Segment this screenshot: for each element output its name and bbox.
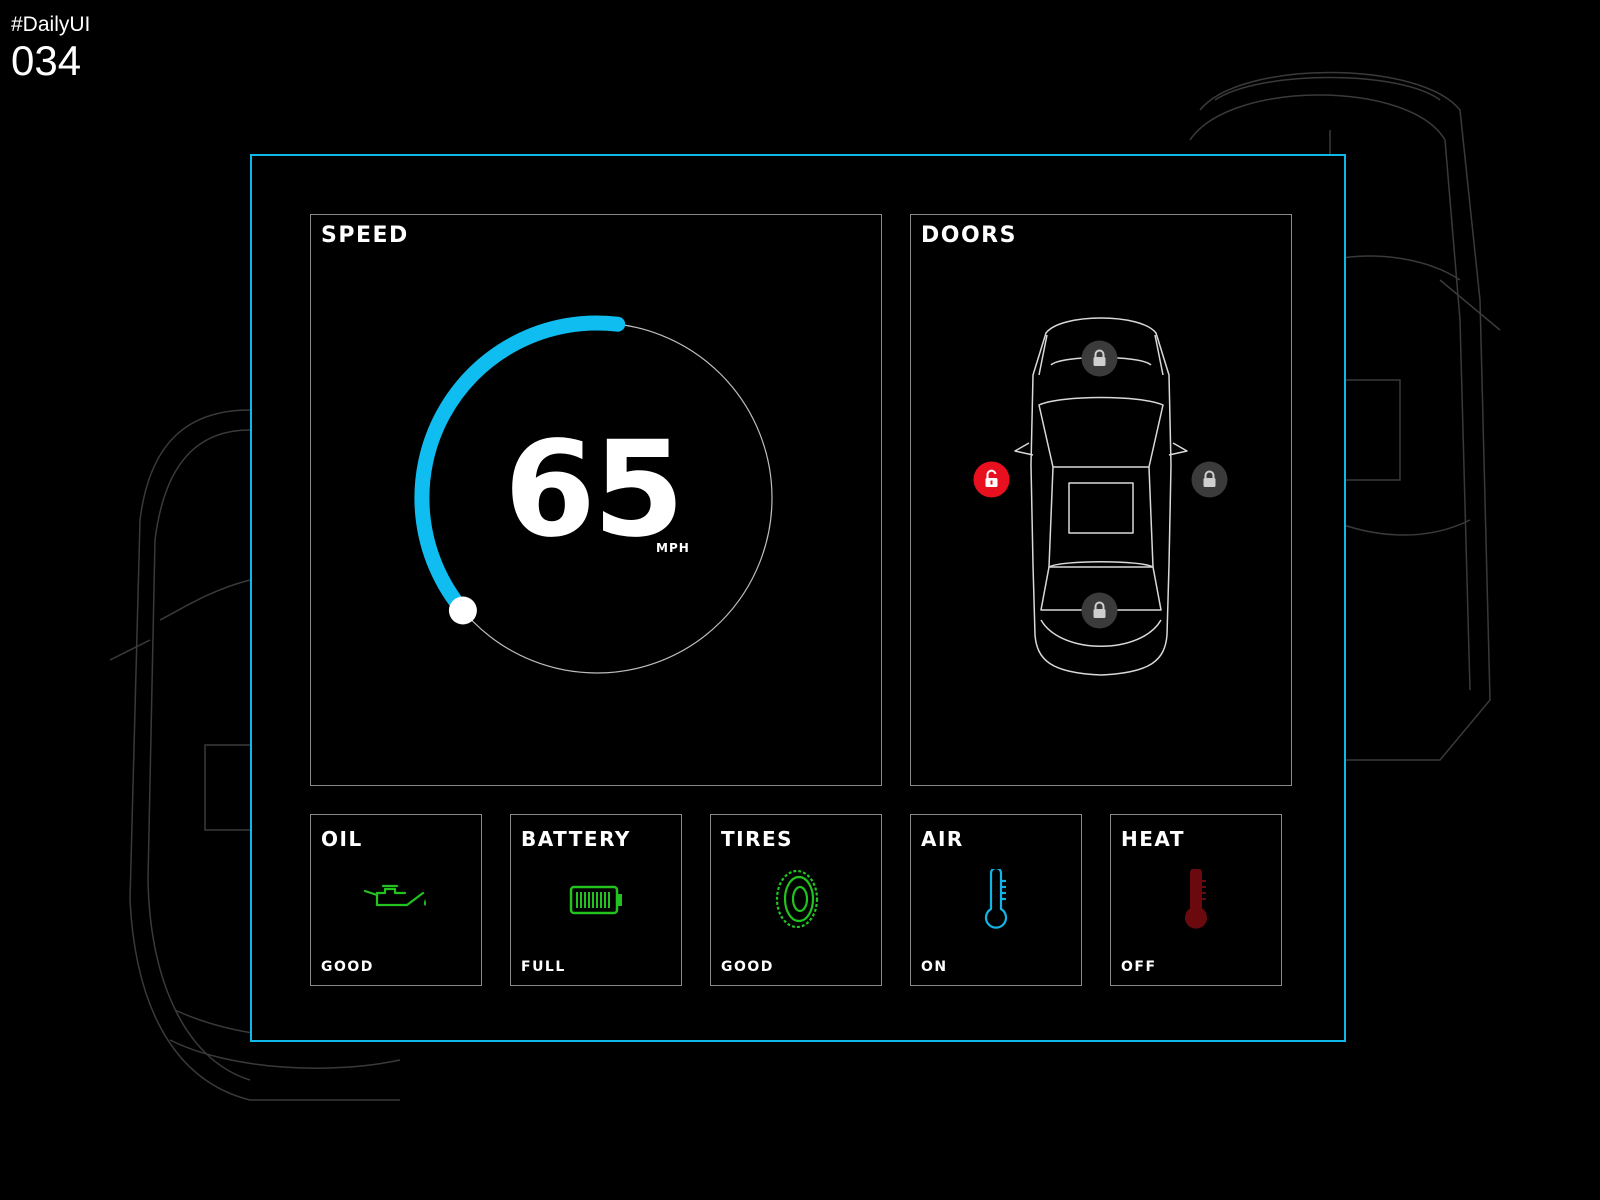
battery-status: FULL	[521, 959, 566, 975]
challenge-number: 034	[11, 37, 82, 84]
tires-card[interactable]: TIRES GOOD	[710, 814, 882, 986]
heat-card[interactable]: HEAT OFF	[1110, 814, 1282, 986]
air-title: AIR	[921, 827, 964, 851]
thermometer-icon	[984, 869, 1008, 929]
heat-title: HEAT	[1121, 827, 1185, 851]
speed-value: 65	[504, 413, 685, 567]
air-status: ON	[921, 959, 948, 975]
speed-unit: MPH	[656, 541, 690, 555]
air-card[interactable]: AIR ON	[910, 814, 1082, 986]
oil-status: GOOD	[321, 959, 374, 975]
door-lock-rear[interactable]	[1081, 592, 1118, 629]
door-lock-right[interactable]	[1191, 461, 1228, 498]
lock-icon	[1191, 461, 1228, 498]
speed-panel: SPEED 65 MPH	[310, 214, 882, 786]
battery-icon	[569, 885, 622, 915]
oil-card[interactable]: OIL GOOD	[310, 814, 482, 986]
speedometer-gauge	[414, 315, 773, 674]
doors-title: DOORS	[921, 223, 1017, 248]
lock-icon	[1081, 340, 1118, 377]
unlocked-lock-icon	[973, 461, 1010, 498]
car-top-view-icon	[1014, 317, 1188, 676]
thermometer-icon	[1185, 869, 1207, 929]
speed-title: SPEED	[321, 223, 409, 248]
tires-title: TIRES	[721, 827, 794, 851]
car-dashboard: SPEED 65 MPH DOORS	[250, 154, 1346, 1042]
tires-status: GOOD	[721, 959, 774, 975]
battery-card[interactable]: BATTERY FULL	[510, 814, 682, 986]
hashtag-label: #DailyUI	[11, 13, 91, 36]
lock-icon	[1081, 592, 1118, 629]
doors-panel: DOORS	[910, 214, 1292, 786]
door-lock-front[interactable]	[1081, 340, 1118, 377]
oil-title: OIL	[321, 827, 363, 851]
heat-status: OFF	[1121, 959, 1157, 975]
door-lock-left[interactable]	[973, 461, 1010, 498]
tire-icon	[775, 869, 819, 929]
daily-ui-tag: #DailyUI 034	[11, 12, 90, 84]
gauge-progress-arc	[414, 315, 626, 618]
oil-can-icon	[363, 884, 426, 907]
gauge-knob	[448, 596, 477, 625]
battery-title: BATTERY	[521, 827, 631, 851]
